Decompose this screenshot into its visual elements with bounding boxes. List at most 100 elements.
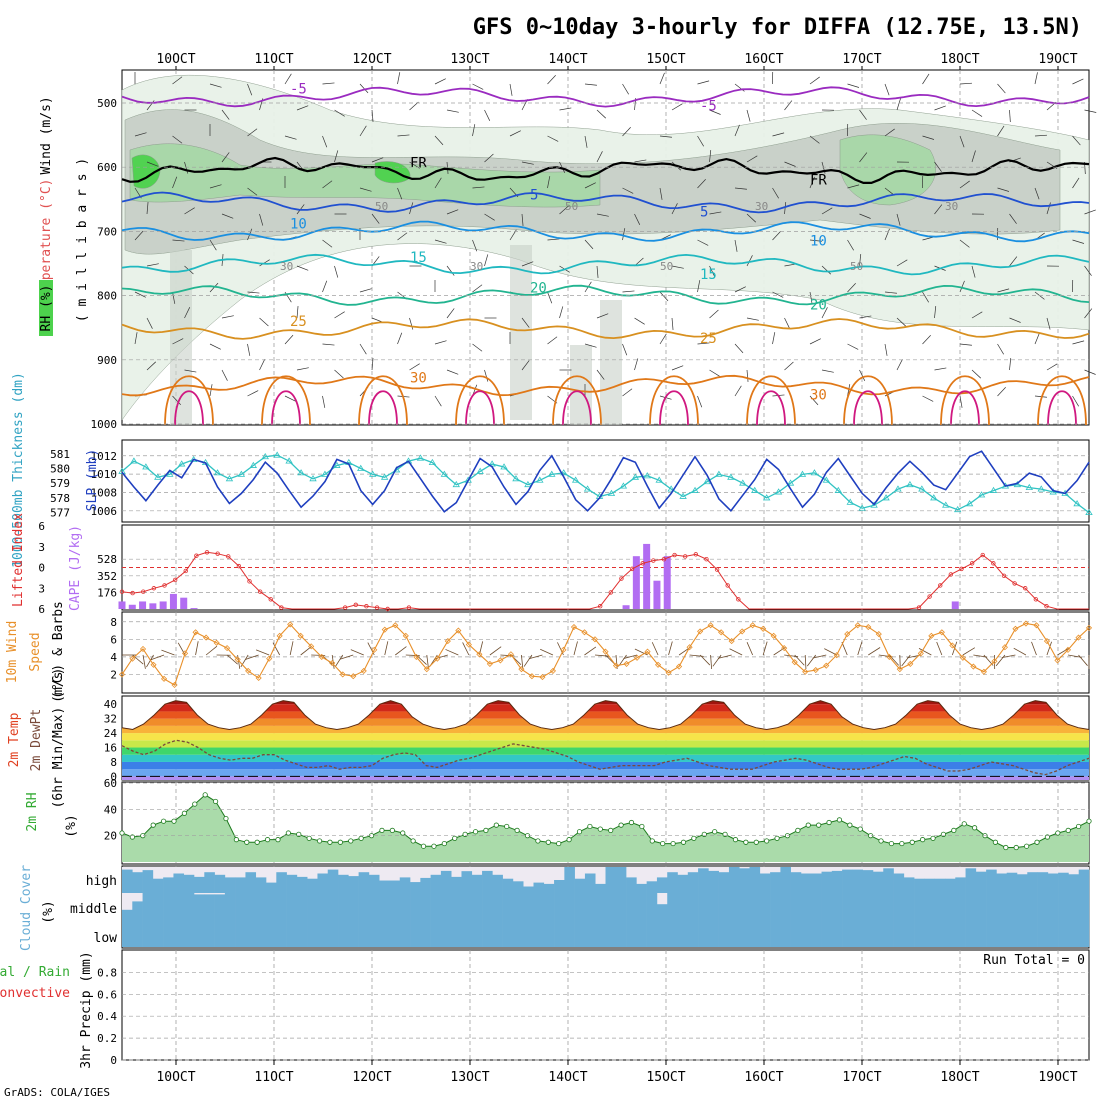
- wind-barb: [809, 395, 819, 406]
- cloud-middle-bar: [934, 893, 946, 921]
- pressure-tick-label: 700: [97, 225, 117, 238]
- wind-speed-point: [781, 645, 788, 652]
- wind-barb: [384, 641, 389, 656]
- cloud-high-bar: [543, 883, 555, 893]
- thickness-point: [667, 485, 675, 492]
- li-point: [736, 597, 741, 602]
- cloud-middle-bar: [163, 893, 174, 921]
- wind-barb: [772, 332, 776, 345]
- wind-barb: [1034, 187, 1040, 200]
- cloud-middle-bar: [1047, 893, 1059, 921]
- cloud-high-bar: [656, 877, 668, 893]
- li-line: [121, 551, 1089, 610]
- wind-barb: [146, 202, 149, 215]
- wind-barb: [997, 343, 1004, 355]
- li-point: [162, 583, 167, 588]
- cloud-low-bar: [667, 921, 678, 947]
- wind-barb: [334, 150, 339, 163]
- wind-barb: [806, 654, 817, 667]
- wind-barb: [426, 654, 429, 669]
- cloud-high-bar: [1058, 872, 1069, 893]
- temp-axis-label-1-part-0: 2m Temp: [7, 712, 22, 767]
- rh-point: [660, 840, 666, 847]
- rh-point: [119, 830, 125, 836]
- thickness-point: [834, 486, 843, 493]
- cloud-low-bar: [893, 921, 905, 947]
- cloud-low-bar: [235, 921, 246, 947]
- thickness-point: [870, 501, 878, 508]
- cloud-low-bar: [564, 921, 575, 947]
- wind-barb: [177, 642, 186, 656]
- wind-speed-point: [1033, 622, 1040, 629]
- rh-contour-label: 50: [565, 200, 578, 213]
- wind-barb: [622, 290, 635, 293]
- run-total-label: Run Total = 0: [983, 953, 1085, 968]
- cape-tick-label: 176: [97, 586, 117, 599]
- cloud-middle-bar: [821, 893, 833, 921]
- rh-point: [410, 838, 416, 844]
- wind-barb: [255, 649, 270, 656]
- wind-barb: [962, 647, 976, 656]
- isotherm-label: 25: [700, 331, 717, 347]
- wind-speed-point: [476, 651, 483, 658]
- wind-speed-point: [1001, 644, 1008, 651]
- rh-point: [576, 829, 583, 835]
- cloud-low-bar: [451, 921, 462, 947]
- wind-speed-point: [623, 660, 630, 667]
- li-point: [629, 566, 635, 572]
- isotherm-line: [121, 284, 1090, 306]
- wind-tick-label: 6: [110, 633, 117, 646]
- wind-barb: [259, 359, 266, 371]
- pressure-tick-label: 500: [97, 97, 117, 110]
- wind-barb: [1001, 654, 1016, 659]
- wind-barb: [472, 83, 484, 90]
- wind-barb: [371, 358, 374, 371]
- cloud-high-bar: [667, 872, 678, 893]
- cloud-low-bar: [554, 921, 565, 947]
- wind-barb: [296, 306, 299, 319]
- wind-barb: [847, 83, 860, 88]
- cloud-low-bar: [975, 921, 987, 947]
- rh-column-1: [510, 245, 532, 420]
- thickness-point: [500, 463, 508, 470]
- li-point: [704, 557, 709, 562]
- cloud-middle-bar: [338, 893, 349, 921]
- wind-barb: [773, 646, 786, 656]
- precip-tick-label: 0.4: [97, 1010, 117, 1023]
- wind-barb: [596, 109, 607, 119]
- li-point: [279, 605, 284, 610]
- wind-barb: [809, 135, 820, 144]
- cloud-low-bar: [687, 921, 699, 947]
- wind-barb: [584, 646, 597, 656]
- isotherm-30-loop: [1037, 375, 1087, 426]
- wind-barb: [259, 259, 270, 267]
- cloud-high-bar: [533, 882, 545, 893]
- cloud-high-bar: [1078, 869, 1090, 893]
- wind-barb: [584, 239, 594, 250]
- rh-point: [171, 818, 177, 824]
- wind-barb: [971, 369, 982, 379]
- wind-barb: [884, 291, 897, 294]
- cloud-low-bar: [1078, 921, 1090, 947]
- wind-barb: [668, 641, 673, 656]
- temp-band-10: [122, 704, 1089, 712]
- wind-barb: [709, 150, 712, 163]
- cloud-high-bar: [986, 869, 997, 893]
- rh-point: [358, 835, 364, 841]
- wind-barb: [659, 333, 667, 345]
- wind-barb: [622, 228, 626, 241]
- cape-bar: [951, 601, 959, 609]
- thickness-line: [121, 454, 1090, 514]
- wind-tick-label: 2: [110, 668, 117, 681]
- cloud-low-bar: [605, 921, 617, 947]
- cloud-middle-bar: [739, 893, 750, 921]
- isotherm-30-loop: [164, 375, 214, 426]
- wind-speed-point: [413, 653, 420, 660]
- wind-speed-point: [602, 648, 609, 655]
- wind-speed-point: [959, 654, 966, 661]
- wind-barb: [221, 369, 228, 381]
- isotherm-30-loop: [649, 375, 699, 426]
- temp-axis-label-2: 2m DewPt: [29, 709, 44, 772]
- cloud-middle-bar: [204, 894, 215, 921]
- cloud-middle-bar: [595, 893, 606, 921]
